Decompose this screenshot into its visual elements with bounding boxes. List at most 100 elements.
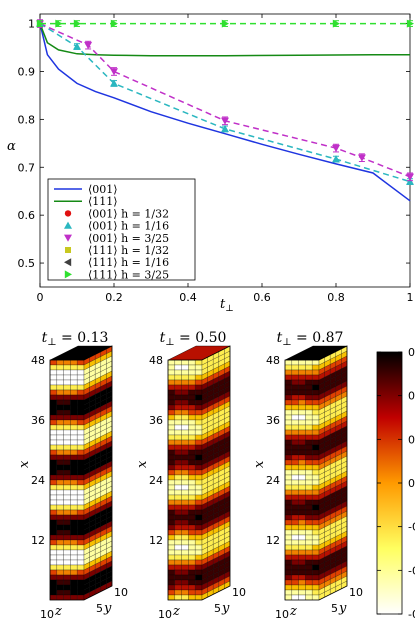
block-cell <box>181 564 189 571</box>
block-cell <box>284 479 292 486</box>
block-cell <box>284 574 292 581</box>
block-cell <box>298 404 306 411</box>
block-cell <box>291 469 299 476</box>
data-point <box>332 155 340 163</box>
block-cell <box>63 489 71 496</box>
block-cell <box>305 459 313 466</box>
block-cell <box>77 374 85 381</box>
block-cell <box>284 429 292 436</box>
block-cell <box>49 439 57 446</box>
block-cell <box>167 479 175 486</box>
block-cell <box>167 399 175 406</box>
block-cell <box>181 439 189 446</box>
block-cell <box>77 439 85 446</box>
block-cell <box>298 509 306 516</box>
block-cell <box>70 589 78 596</box>
block-cell <box>49 444 57 451</box>
block-cell <box>167 434 175 441</box>
block-cell <box>63 419 71 426</box>
block-cell <box>77 489 85 496</box>
block-cell <box>188 544 196 551</box>
block-cell <box>167 579 175 586</box>
block-cell <box>49 519 57 526</box>
base-tick-z: 10 <box>275 608 289 621</box>
block-cell <box>298 474 306 481</box>
block-cell <box>49 394 57 401</box>
block-cell <box>167 424 175 431</box>
block-cell <box>70 409 78 416</box>
block-cell <box>77 524 85 531</box>
block-cell <box>291 404 299 411</box>
block-cell <box>56 529 64 536</box>
block-cell <box>181 384 189 391</box>
block-cell <box>167 539 175 546</box>
block-cell <box>195 499 203 506</box>
block-cell <box>174 439 182 446</box>
block-cell <box>167 464 175 471</box>
block-cell <box>312 404 320 411</box>
block-cell <box>167 459 175 466</box>
block-cell <box>291 514 299 521</box>
block-cell <box>312 509 320 516</box>
block-cell <box>298 524 306 531</box>
block-cell <box>174 494 182 501</box>
block-cell <box>195 394 203 401</box>
block-cell <box>70 544 78 551</box>
block-cell <box>49 389 57 396</box>
block-cell <box>312 359 320 366</box>
block-cell <box>188 494 196 501</box>
block-cell <box>291 444 299 451</box>
block-cell <box>305 514 313 521</box>
legend-label: ⟨001⟩ h = 1/16 <box>88 220 169 233</box>
block-cell <box>70 419 78 426</box>
legend-label: ⟨111⟩ h = 1/16 <box>88 256 169 269</box>
block-cell <box>56 429 64 436</box>
block-cell <box>291 569 299 576</box>
block-cell <box>70 569 78 576</box>
block-cell <box>174 444 182 451</box>
block-cell <box>63 369 71 376</box>
block-cell <box>77 564 85 571</box>
block-cell <box>291 379 299 386</box>
block-cell <box>312 454 320 461</box>
block-cell <box>305 444 313 451</box>
block-cell <box>181 474 189 481</box>
block-outline <box>284 345 348 601</box>
block-cell <box>298 429 306 436</box>
block-cell <box>77 504 85 511</box>
block-cell <box>167 534 175 541</box>
block-cell <box>174 549 182 556</box>
block-cell <box>188 529 196 536</box>
block-cell <box>195 409 203 416</box>
block-cell <box>70 459 78 466</box>
block-cell <box>298 544 306 551</box>
block-cell <box>77 424 85 431</box>
block-cell <box>174 364 182 371</box>
block-cell <box>181 404 189 411</box>
panel-title-sub: ⊥ <box>165 337 174 348</box>
block-cell <box>63 379 71 386</box>
block-cell <box>298 504 306 511</box>
block-cell <box>312 394 320 401</box>
block-cell <box>167 594 175 601</box>
block-cell <box>49 549 57 556</box>
block-cell <box>291 534 299 541</box>
block-cell <box>312 579 320 586</box>
block-cell <box>305 449 313 456</box>
block-cell <box>312 524 320 531</box>
block-cell <box>174 554 182 561</box>
block-cell <box>188 539 196 546</box>
block-cell <box>298 574 306 581</box>
block-cell <box>284 369 292 376</box>
block-cell <box>291 549 299 556</box>
x-axis-tick-label: 48 <box>149 354 163 367</box>
block-cell <box>49 384 57 391</box>
block-cell <box>312 574 320 581</box>
panel-title: t⊥ = 0.87 <box>277 330 344 348</box>
block-cell <box>188 404 196 411</box>
block-cell <box>174 564 182 571</box>
block-cell <box>77 469 85 476</box>
block-cell <box>77 364 85 371</box>
block-cell <box>188 584 196 591</box>
block-cell <box>291 374 299 381</box>
